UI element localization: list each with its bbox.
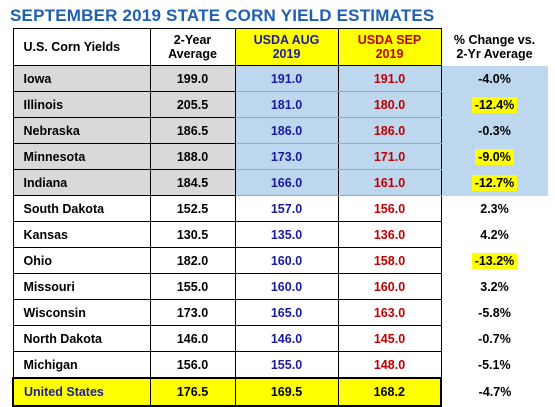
state-name-cell: Missouri	[12, 273, 151, 300]
change-highlight: -12.7%	[471, 174, 518, 191]
table-row: Minnesota 188.0 173.0 171.0 -9.0%	[12, 143, 548, 170]
total-aug-cell: 169.5	[235, 377, 339, 407]
usda-sep-cell: 145.0	[338, 325, 442, 352]
total-row: United States 176.5 169.5 168.2 -4.7%	[12, 377, 548, 407]
usda-sep-cell: 158.0	[338, 247, 442, 274]
table-row: Nebraska 186.5 186.0 186.0 -0.3%	[12, 117, 548, 144]
table-row: Kansas 130.5 135.0 136.0 4.2%	[12, 221, 548, 248]
state-name-cell: Michigan	[12, 351, 151, 379]
usda-sep-cell: 163.0	[338, 299, 442, 326]
table-row: Missouri 155.0 160.0 160.0 3.2%	[12, 273, 548, 300]
state-name-cell: Wisconsin	[12, 299, 151, 326]
two-year-average-cell: 186.5	[150, 117, 236, 144]
header-two-year-average: 2-Year Average	[149, 28, 236, 66]
percent-change-cell: -5.8%	[478, 305, 511, 320]
two-year-average-cell: 130.5	[150, 221, 236, 248]
percent-change-cell: -4.0%	[441, 65, 548, 92]
table-row: South Dakota 152.5 157.0 156.0 2.3%	[12, 195, 548, 222]
chart-title: SEPTEMBER 2019 STATE CORN YIELD ESTIMATE…	[10, 6, 435, 25]
state-name-cell: Indiana	[12, 169, 151, 196]
usda-sep-cell: 191.0	[338, 65, 442, 92]
usda-aug-cell: 146.0	[235, 325, 339, 352]
table-row: Michigan 156.0 155.0 148.0 -5.1%	[12, 351, 548, 379]
corn-yield-table: U.S. Corn Yields 2-Year Average USDA AUG 2…	[12, 28, 549, 407]
usda-sep-cell: 180.0	[338, 91, 442, 118]
header-corn-yields: U.S. Corn Yields	[12, 28, 151, 66]
two-year-average-cell: 146.0	[150, 325, 236, 352]
table-body: Iowa 199.0 191.0 191.0 -4.0% Illinois 205.5 181…	[12, 65, 548, 407]
two-year-average-cell: 173.0	[150, 299, 236, 326]
usda-sep-cell: 171.0	[338, 143, 442, 170]
percent-change-cell: -12.4%	[441, 91, 548, 118]
state-name-cell: Kansas	[12, 221, 151, 248]
usda-aug-cell: 160.0	[235, 247, 339, 274]
header-usda-aug-2019: USDA AUG 2019	[234, 28, 339, 66]
usda-aug-cell: 186.0	[235, 117, 339, 144]
percent-change-cell: -5.1%	[477, 357, 511, 372]
usda-aug-cell: 191.0	[235, 65, 339, 92]
usda-sep-cell: 161.0	[338, 169, 442, 196]
usda-aug-cell: 135.0	[235, 221, 339, 248]
usda-aug-cell: 157.0	[235, 195, 339, 222]
usda-sep-cell: 136.0	[338, 221, 442, 248]
two-year-average-cell: 152.5	[150, 195, 236, 222]
usda-aug-cell: 181.0	[235, 91, 339, 118]
percent-change-cell: -0.7%	[478, 331, 511, 346]
state-name-cell: Illinois	[12, 91, 151, 118]
percent-change-cell: 2.3%	[480, 201, 509, 216]
state-name-cell: Ohio	[12, 247, 151, 274]
two-year-average-cell: 188.0	[150, 143, 236, 170]
total-change-cell: -4.7%	[441, 378, 548, 406]
state-name-cell: North Dakota	[12, 325, 151, 352]
state-name-cell: South Dakota	[12, 195, 151, 222]
state-name-cell: Nebraska	[12, 117, 151, 144]
two-year-average-cell: 156.0	[150, 351, 236, 379]
change-highlight: -9.0%	[475, 148, 514, 165]
usda-sep-cell: 160.0	[338, 273, 442, 300]
header-usda-sep-2019: USDA SEP 2019	[337, 28, 442, 66]
change-highlight: -13.2%	[471, 252, 518, 269]
table-row: Iowa 199.0 191.0 191.0 -4.0%	[12, 65, 548, 92]
percent-change-cell: -0.3%	[441, 117, 548, 144]
total-average-cell: 176.5	[150, 377, 236, 407]
usda-sep-cell: 186.0	[338, 117, 442, 144]
state-name-cell: Iowa	[12, 65, 151, 92]
change-highlight: -12.4%	[471, 96, 518, 113]
header-percent-change: % Change vs. 2-Yr Average	[453, 33, 536, 61]
percent-change-cell: 4.2%	[480, 227, 509, 242]
usda-aug-cell: 166.0	[235, 169, 339, 196]
usda-sep-cell: 156.0	[338, 195, 442, 222]
table-row: Ohio 182.0 160.0 158.0 -13.2%	[12, 247, 548, 274]
two-year-average-cell: 184.5	[150, 169, 236, 196]
usda-aug-cell: 165.0	[235, 299, 339, 326]
usda-aug-cell: 155.0	[235, 351, 339, 379]
two-year-average-cell: 199.0	[150, 65, 236, 92]
percent-change-cell: -9.0%	[441, 143, 548, 170]
table-row: Indiana 184.5 166.0 161.0 -12.7%	[12, 169, 548, 196]
usda-sep-cell: 148.0	[338, 351, 442, 379]
percent-change-cell: -13.2%	[441, 248, 548, 274]
table-row: North Dakota 146.0 146.0 145.0 -0.7%	[12, 325, 548, 352]
usda-aug-cell: 173.0	[235, 143, 339, 170]
table-header-row: U.S. Corn Yields 2-Year Average USDA AUG 2…	[12, 28, 548, 66]
table-row: Illinois 205.5 181.0 180.0 -12.4%	[12, 91, 548, 118]
two-year-average-cell: 182.0	[150, 247, 236, 274]
two-year-average-cell: 155.0	[150, 273, 236, 300]
total-sep-cell: 168.2	[338, 377, 442, 407]
total-label-cell: United States	[12, 377, 151, 407]
two-year-average-cell: 205.5	[150, 91, 236, 118]
usda-aug-cell: 160.0	[235, 273, 339, 300]
state-name-cell: Minnesota	[12, 143, 151, 170]
table-row: Wisconsin 173.0 165.0 163.0 -5.8%	[12, 299, 548, 326]
percent-change-cell: 3.2%	[480, 279, 509, 294]
percent-change-cell: -12.7%	[441, 169, 548, 196]
